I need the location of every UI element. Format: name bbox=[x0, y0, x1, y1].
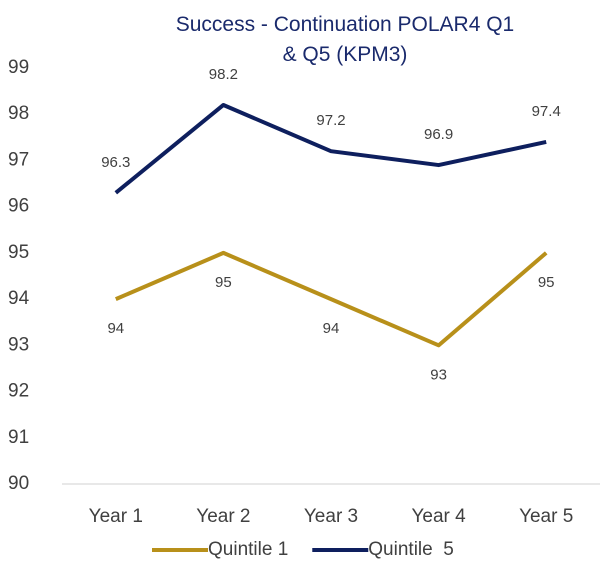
data-label: 93 bbox=[430, 366, 447, 383]
y-tick-label: 97 bbox=[8, 149, 29, 170]
data-label: 94 bbox=[323, 320, 340, 337]
data-label: 98.2 bbox=[209, 66, 238, 83]
y-tick-label: 90 bbox=[8, 473, 29, 494]
data-label: 95 bbox=[538, 274, 555, 291]
data-label: 97.2 bbox=[316, 112, 345, 129]
x-tick-label: Year 1 bbox=[89, 506, 143, 527]
y-tick-label: 92 bbox=[8, 381, 29, 402]
data-label: 96.9 bbox=[424, 126, 453, 143]
y-tick-label: 94 bbox=[8, 288, 30, 309]
y-tick-label: 91 bbox=[8, 427, 29, 448]
x-tick-label: Year 4 bbox=[411, 506, 466, 527]
chart-title: Success - Continuation POLAR4 Q1 & Q5 (K… bbox=[175, 13, 515, 66]
y-tick-label: 93 bbox=[8, 334, 29, 355]
x-tick-label: Year 2 bbox=[196, 506, 250, 527]
legend-label: Quintile 1 bbox=[208, 539, 288, 560]
x-tick-label: Year 3 bbox=[304, 506, 358, 527]
series-line bbox=[115, 250, 548, 348]
series-line bbox=[114, 102, 547, 195]
y-tick-label: 99 bbox=[8, 57, 29, 78]
data-label: 95 bbox=[215, 274, 232, 291]
data-label: 96.3 bbox=[101, 154, 130, 171]
y-tick-label: 96 bbox=[8, 196, 29, 217]
y-tick-label: 95 bbox=[8, 242, 29, 263]
data-label: 97.4 bbox=[532, 103, 561, 120]
x-tick-label: Year 5 bbox=[519, 506, 573, 527]
data-label: 94 bbox=[107, 320, 124, 337]
legend-label: Quintile 5 bbox=[368, 539, 454, 560]
y-tick-label: 98 bbox=[8, 103, 29, 124]
